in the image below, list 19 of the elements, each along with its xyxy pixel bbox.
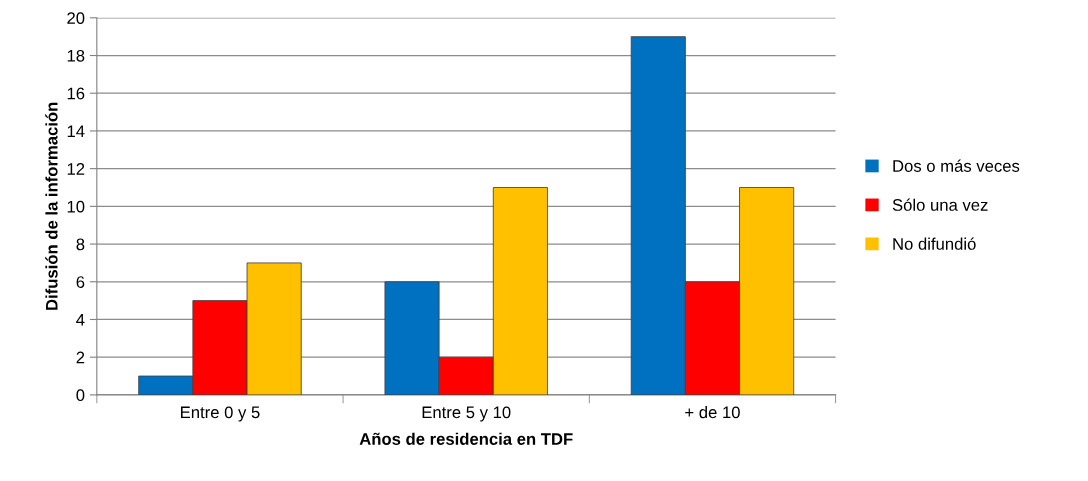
y-axis-title: Difusión de la información	[45, 102, 58, 310]
y-tick-label: 0	[76, 389, 85, 402]
y-tick-label: 2	[76, 351, 85, 364]
legend-label: Dos o más veces	[893, 159, 1020, 172]
legend-label: No difundió	[893, 237, 976, 250]
y-tick-label: 12	[67, 163, 85, 175]
y-tick-label: 20	[67, 12, 85, 24]
y-tick-label: 18	[67, 49, 85, 62]
y-tick-label: 16	[67, 87, 85, 100]
x-axis-title: Años de residencia en TDF	[359, 432, 573, 445]
x-tick-label: + de 10	[685, 406, 740, 419]
y-tick-label: 10	[67, 200, 85, 213]
y-tick-label: 8	[76, 238, 85, 251]
legend-label: Sólo una vez	[892, 198, 988, 211]
y-tick-label: 6	[76, 276, 85, 288]
y-tick-label: 14	[67, 125, 85, 137]
x-tick-label: Entre 0 y 5	[181, 406, 260, 422]
y-tick-label: 4	[76, 314, 85, 326]
x-tick-label: Entre 5 y 10	[422, 406, 511, 422]
